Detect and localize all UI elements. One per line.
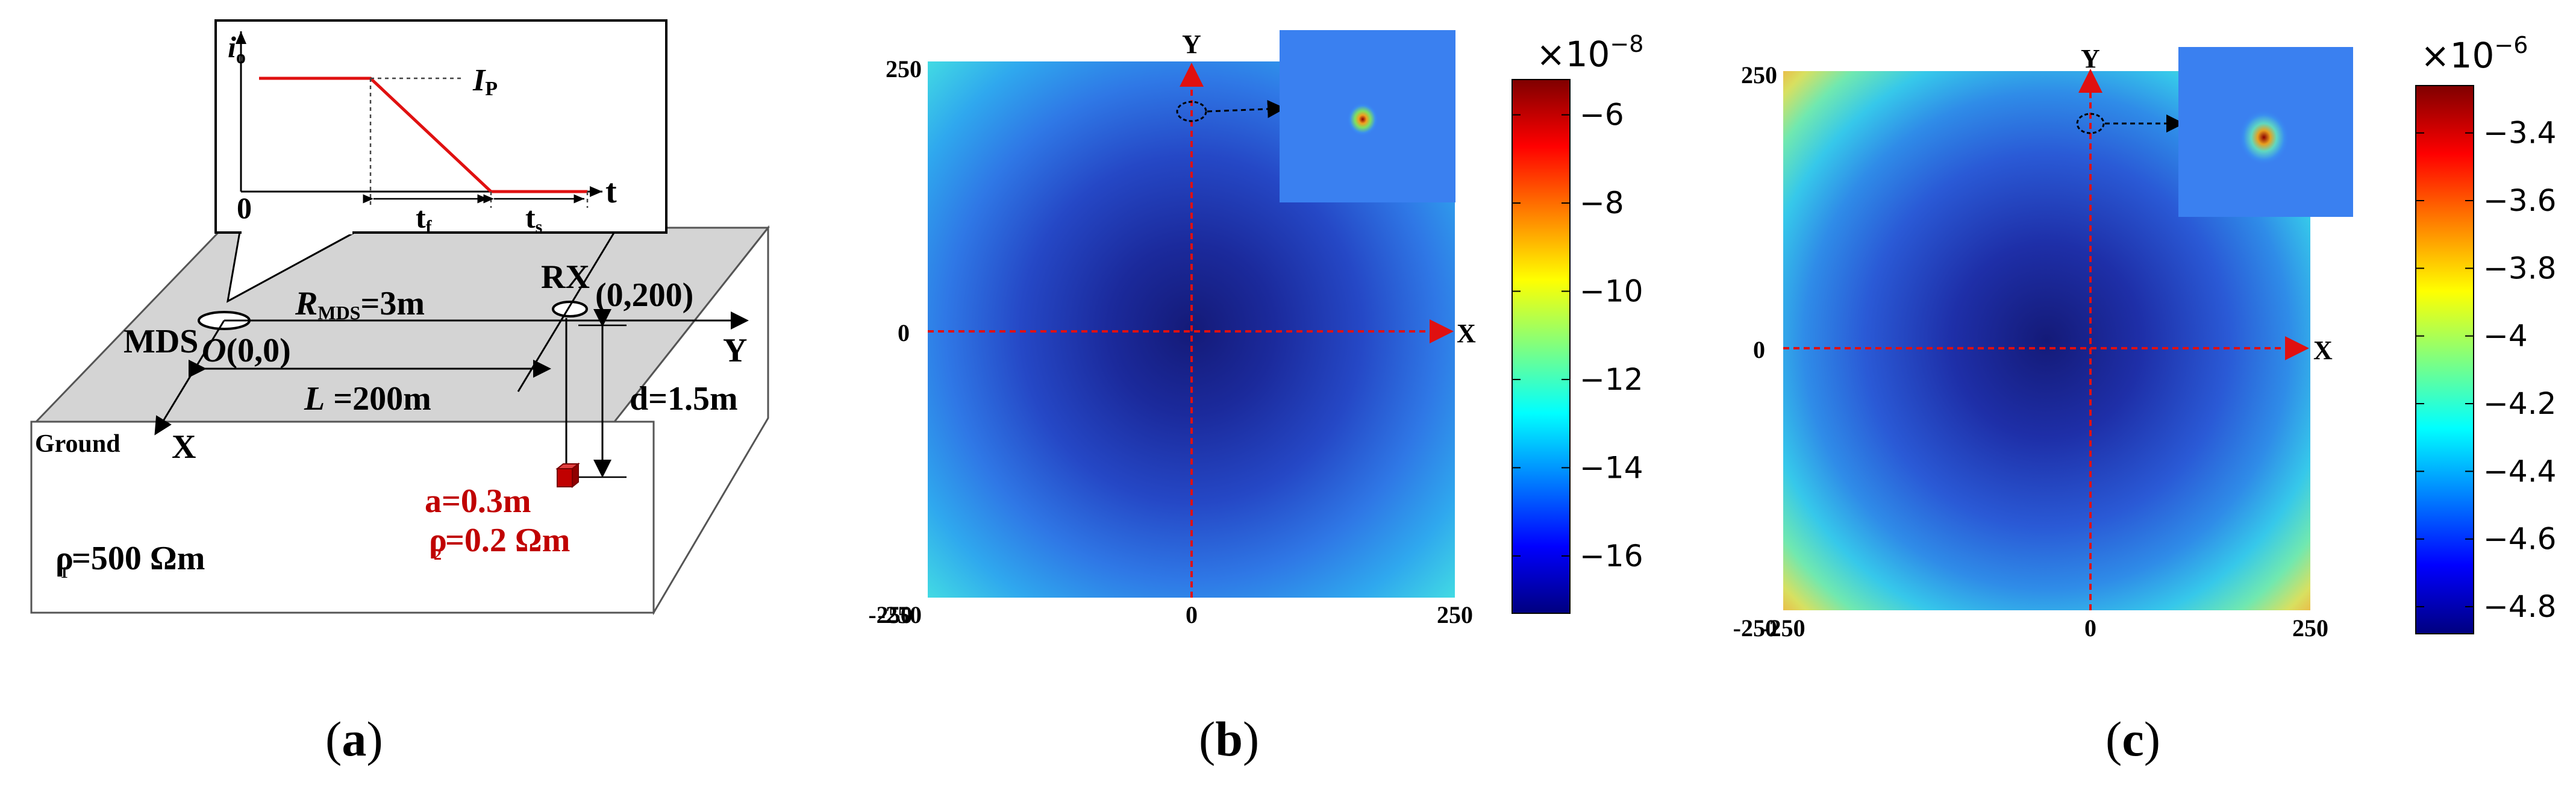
- panel-b: X Y 250 0 -250 0 250 ×10−8 −6 −8 −10 −12 −14…: [843, 0, 1687, 788]
- tick-x-mid: 0: [2084, 614, 2096, 642]
- rx-coord-label: (0,200): [595, 277, 693, 314]
- x-axis-label: X: [1457, 319, 1476, 348]
- tick-y-bottom: -250: [878, 601, 922, 628]
- a-label: a=0.3m: [425, 483, 531, 520]
- y-axis-label: Y: [2081, 44, 2100, 73]
- l-label: L =200m: [304, 380, 431, 417]
- colorbar-tick-label: −4.8: [2483, 589, 2556, 624]
- target-marker: [1176, 101, 1207, 122]
- mds-label: MDS: [123, 323, 198, 360]
- colorbar: [1512, 79, 1571, 614]
- tick-y-top: 250: [886, 55, 922, 83]
- panel-c: X Y 250 0 -250 0 250 ×10−6 −3.4 −3.6 −3.8−…: [1687, 0, 2576, 788]
- panel-a-diagram: io 0 t IP tf ts MDS O(0,0) RX (0,200) RM…: [30, 19, 771, 616]
- tick-x-mid: 0: [1186, 601, 1198, 628]
- inset-y-label: io: [228, 30, 246, 67]
- origin-label: O(0,0): [202, 332, 291, 369]
- panel-c-caption: (c): [2106, 711, 2161, 766]
- tick-x-right: 250: [2292, 614, 2328, 642]
- tick-y-mid: 0: [898, 319, 910, 346]
- ip-label: IP: [472, 63, 498, 100]
- colorbar-tick-label: −16: [1580, 539, 1643, 574]
- colorbar-tick-label: −8: [1580, 186, 1624, 220]
- rho1-label: ρ1 =500 Ωm: [55, 540, 205, 581]
- panel-b-plot: X Y 250 0 -250 0 250 ×10−8 −6 −8 −10 −12 −14…: [878, 30, 1644, 628]
- y-axis-label: Y: [1182, 30, 1201, 59]
- inset-box: [214, 19, 667, 234]
- ground-label: Ground: [35, 430, 120, 458]
- target-cube-icon: [555, 462, 580, 489]
- colorbar-tick-label: −3.4: [2483, 116, 2556, 151]
- tick-y-mid: 0: [1753, 336, 1765, 363]
- tick-y-top: 250: [1741, 61, 1777, 89]
- x-axis-label: X: [172, 428, 196, 466]
- tf-label: tf: [416, 201, 433, 237]
- colorbar-tick-label: −10: [1580, 274, 1643, 308]
- tick-y-bottom: -250: [1733, 614, 1777, 642]
- colorbar-tick-label: −6: [1580, 98, 1624, 133]
- x-axis-label: X: [2313, 336, 2333, 365]
- colorbar: [2415, 85, 2474, 634]
- ground-front-face: [30, 421, 655, 614]
- zoom-arrow: [1207, 99, 1286, 118]
- panel-b-caption: (b): [1199, 711, 1260, 766]
- inset-t-label: t: [605, 173, 617, 210]
- zoom-hotspot: [1347, 102, 1378, 136]
- rx-label: RX: [541, 258, 590, 296]
- zoom-hotspot: [2239, 110, 2289, 165]
- colorbar-tick-label: −12: [1580, 362, 1643, 397]
- inset-origin-label: 0: [237, 191, 252, 225]
- panel-a-caption: (a): [325, 711, 383, 766]
- colorbar-exponent: ×10−8: [1536, 31, 1643, 75]
- colorbar-tick-label: −3.8: [2483, 251, 2556, 286]
- rx-loop-icon: [552, 301, 588, 317]
- rho2-label: ρ2 =0.2 Ωm: [429, 522, 570, 563]
- panel-a: io 0 t IP tf ts MDS O(0,0) RX (0,200) RM…: [0, 0, 843, 788]
- d-label: d=1.5m: [630, 380, 738, 417]
- colorbar-exponent: ×10−6: [2421, 32, 2528, 76]
- colorbar-tick-label: −3.6: [2483, 183, 2556, 218]
- colorbar-tick-label: −4.2: [2483, 386, 2556, 421]
- colorbar-tick-label: −4.6: [2483, 522, 2556, 557]
- tick-x-right: 250: [1437, 601, 1473, 628]
- colorbar-ticks: −6 −8 −10 −12 −14 −16: [1512, 98, 1643, 574]
- colorbar-ticks: −3.4 −3.6 −3.8 −4 −4.2 −4.4 −4.6 −4.8: [2416, 116, 2556, 624]
- colorbar-tick-label: −4: [2483, 319, 2528, 354]
- colorbar-tick-label: −14: [1580, 450, 1643, 485]
- y-axis-label: Y: [723, 332, 747, 369]
- colorbar-tick-label: −4.4: [2483, 454, 2556, 489]
- current-waveform: [259, 77, 587, 193]
- panel-c-plot: X Y 250 0 -250 0 250 ×10−6 −3.4−3.6−3.8−…: [1733, 32, 2557, 642]
- ts-label: ts: [525, 201, 542, 237]
- target-marker: [2076, 113, 2105, 134]
